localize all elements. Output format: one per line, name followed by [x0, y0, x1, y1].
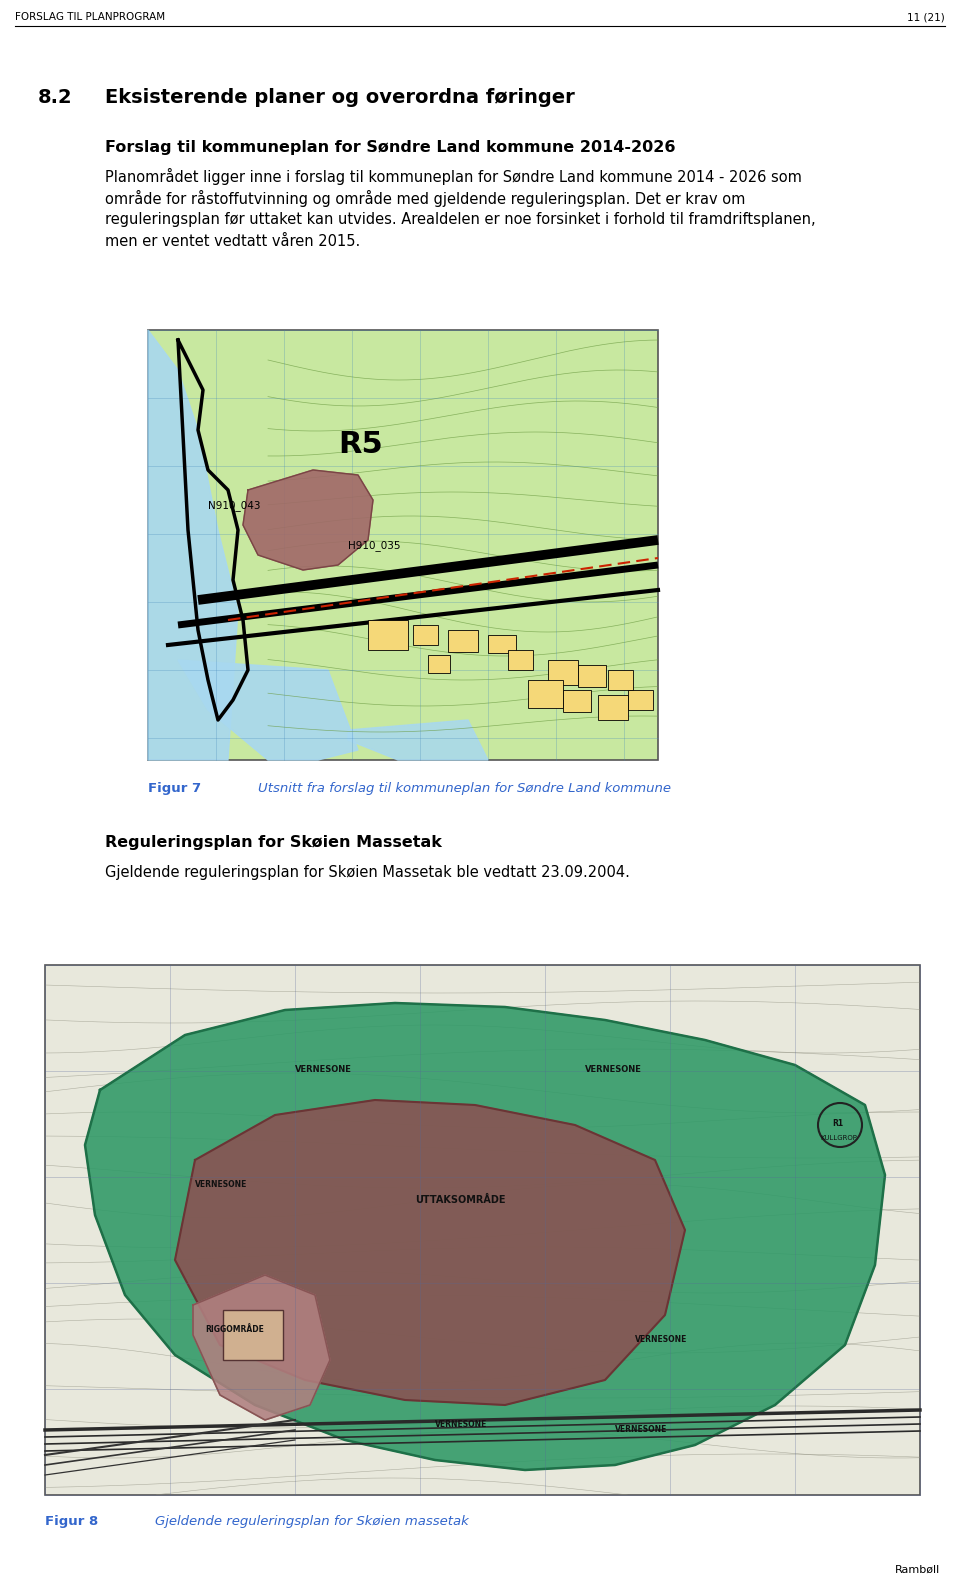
- Text: R5: R5: [338, 429, 383, 459]
- Text: VERNESONE: VERNESONE: [435, 1420, 488, 1429]
- Bar: [628, 690, 653, 711]
- Bar: [578, 665, 606, 687]
- Bar: [413, 625, 438, 644]
- Bar: [45, 965, 920, 1495]
- Text: Figur 8: Figur 8: [45, 1514, 98, 1528]
- Bar: [598, 695, 628, 720]
- Text: 8.2: 8.2: [38, 88, 73, 107]
- Polygon shape: [243, 471, 373, 570]
- Text: Gjeldende reguleringsplan for Skøien massetak: Gjeldende reguleringsplan for Skøien mas…: [155, 1514, 468, 1528]
- Text: R1: R1: [832, 1120, 843, 1127]
- Text: UTTAKSOMRÅDE: UTTAKSOMRÅDE: [415, 1195, 506, 1205]
- Text: Reguleringsplan for Skøien Massetak: Reguleringsplan for Skøien Massetak: [105, 835, 442, 850]
- Text: Planområdet ligger inne i forslag til kommuneplan for Søndre Land kommune 2014 -: Planområdet ligger inne i forslag til ko…: [105, 167, 802, 185]
- Text: VERNESONE: VERNESONE: [585, 1064, 642, 1074]
- Polygon shape: [348, 720, 488, 759]
- Text: VERNESONE: VERNESONE: [295, 1064, 352, 1074]
- Bar: [368, 621, 408, 651]
- Text: område for råstoffutvinning og område med gjeldende reguleringsplan. Det er krav: område for råstoffutvinning og område me…: [105, 189, 745, 207]
- Text: Utsnitt fra forslag til kommuneplan for Søndre Land kommune: Utsnitt fra forslag til kommuneplan for …: [258, 782, 671, 794]
- Polygon shape: [178, 660, 358, 759]
- Text: RIGGOMRÅDE: RIGGOMRÅDE: [205, 1325, 264, 1334]
- Text: Eksisterende planer og overordna føringer: Eksisterende planer og overordna føringe…: [105, 88, 575, 107]
- Text: VERNESONE: VERNESONE: [195, 1180, 248, 1189]
- Bar: [448, 630, 478, 652]
- Bar: [428, 655, 450, 673]
- Text: VERNESONE: VERNESONE: [615, 1424, 667, 1434]
- Polygon shape: [175, 1101, 685, 1405]
- Text: Rambøll: Rambøll: [895, 1565, 940, 1574]
- Text: VERNESONE: VERNESONE: [635, 1334, 687, 1344]
- Polygon shape: [148, 330, 238, 759]
- Bar: [223, 1311, 283, 1360]
- Bar: [548, 660, 578, 685]
- Text: reguleringsplan før uttaket kan utvides. Arealdelen er noe forsinket i forhold t: reguleringsplan før uttaket kan utvides.…: [105, 212, 816, 227]
- Bar: [528, 681, 563, 707]
- Text: Gjeldende reguleringsplan for Skøien Massetak ble vedtatt 23.09.2004.: Gjeldende reguleringsplan for Skøien Mas…: [105, 865, 630, 880]
- Polygon shape: [193, 1274, 330, 1420]
- Text: N910_043: N910_043: [208, 501, 260, 512]
- Text: FORSLAG TIL PLANPROGRAM: FORSLAG TIL PLANPROGRAM: [15, 13, 165, 22]
- Bar: [608, 669, 633, 690]
- Polygon shape: [85, 1003, 885, 1470]
- Text: Forslag til kommuneplan for Søndre Land kommune 2014-2026: Forslag til kommuneplan for Søndre Land …: [105, 141, 676, 155]
- Text: Figur 7: Figur 7: [148, 782, 202, 794]
- Bar: [508, 651, 533, 669]
- Bar: [148, 330, 658, 759]
- Text: KULLGROP: KULLGROP: [820, 1135, 857, 1142]
- Bar: [488, 635, 516, 654]
- Bar: [563, 690, 591, 712]
- Text: 11 (21): 11 (21): [907, 13, 945, 22]
- Text: H910_035: H910_035: [348, 540, 400, 551]
- Text: men er ventet vedtatt våren 2015.: men er ventet vedtatt våren 2015.: [105, 234, 360, 249]
